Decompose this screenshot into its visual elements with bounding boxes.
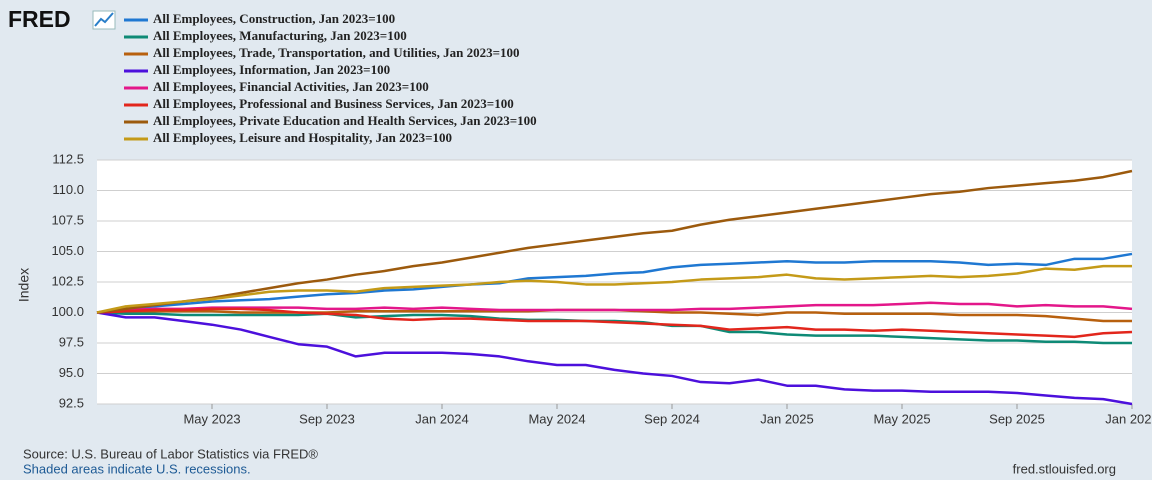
x-tick-label: May 2025 bbox=[873, 411, 930, 426]
legend-label: All Employees, Information, Jan 2023=100 bbox=[153, 62, 390, 77]
source: Source: U.S. Bureau of Labor Statistics … bbox=[23, 446, 318, 461]
y-tick-label: 112.5 bbox=[52, 151, 84, 166]
series-line bbox=[96, 264, 1132, 314]
series-line bbox=[96, 301, 1133, 314]
y-tick-label: 95.0 bbox=[59, 365, 84, 380]
y-tick-label: 102.5 bbox=[51, 273, 84, 288]
x-tick-label: May 2023 bbox=[183, 411, 240, 426]
logo-icon bbox=[92, 10, 116, 30]
x-tick-label: Jan 2026 bbox=[1105, 411, 1152, 426]
legend-label: All Employees, Professional and Business… bbox=[153, 96, 514, 111]
x-tick-label: Jan 2024 bbox=[415, 411, 469, 426]
note: Shaded areas indicate U.S. recessions. bbox=[23, 461, 251, 476]
x-tick-label: Jan 2025 bbox=[760, 411, 814, 426]
legend-label: All Employees, Leisure and Hospitality, … bbox=[153, 130, 452, 145]
x-tick-label: Sep 2025 bbox=[989, 411, 1045, 426]
legend-label: All Employees, Construction, Jan 2023=10… bbox=[153, 11, 395, 26]
y-axis-label: Index bbox=[16, 268, 32, 302]
legend-label: All Employees, Manufacturing, Jan 2023=1… bbox=[153, 28, 407, 43]
x-tick-label: Sep 2023 bbox=[299, 411, 355, 426]
series-line bbox=[96, 252, 1133, 314]
x-tick-label: Sep 2024 bbox=[644, 411, 700, 426]
y-tick-label: 107.5 bbox=[51, 212, 84, 227]
x-tick-label: May 2024 bbox=[528, 411, 585, 426]
logo: FRED bbox=[8, 6, 71, 32]
y-tick-label: 97.5 bbox=[59, 334, 84, 349]
series-line bbox=[96, 311, 1133, 406]
y-tick-label: 92.5 bbox=[59, 395, 84, 410]
y-tick-label: 110.0 bbox=[52, 182, 84, 197]
legend-label: All Employees, Trade, Transportation, an… bbox=[153, 45, 520, 60]
series-line bbox=[96, 307, 1133, 339]
y-tick-label: 100.0 bbox=[51, 304, 84, 319]
y-tick-label: 105.0 bbox=[51, 243, 84, 258]
series-line bbox=[96, 169, 1133, 314]
credit: fred.stlouisfed.org bbox=[1013, 461, 1116, 476]
legend-label: All Employees, Financial Activities, Jan… bbox=[153, 79, 429, 94]
legend-label: All Employees, Private Education and Hea… bbox=[153, 113, 537, 128]
